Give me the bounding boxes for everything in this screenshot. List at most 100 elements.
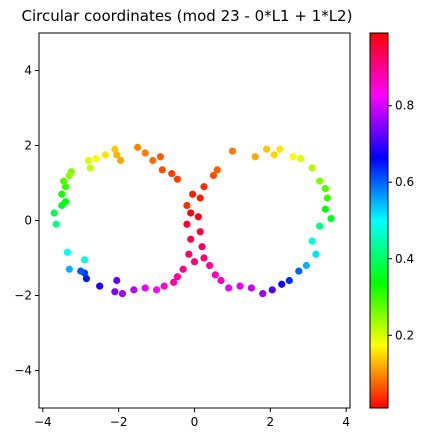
- scatter-point: [156, 153, 164, 161]
- scatter-point: [289, 153, 297, 161]
- scatter-point: [209, 171, 218, 180]
- scatter-point: [101, 151, 109, 159]
- scatter-point: [196, 228, 204, 236]
- scatter-point: [321, 205, 329, 213]
- colorbar-tick-label: 0.4: [395, 252, 414, 266]
- scatter-point: [316, 222, 324, 230]
- scatter-point: [316, 177, 324, 185]
- scatter-point: [92, 155, 100, 163]
- scatter-point: [173, 175, 182, 183]
- scatter-point: [194, 213, 202, 221]
- scatter-point: [158, 166, 166, 174]
- scatter-point: [160, 282, 168, 290]
- x-tick-label: −4: [34, 415, 52, 429]
- scatter-point: [189, 190, 197, 198]
- scatter-point: [149, 156, 157, 165]
- scatter-point: [295, 267, 303, 275]
- scatter-point: [262, 145, 271, 153]
- scatter-point: [217, 276, 225, 285]
- colorbar-axis: 0.2 0.4 0.6 0.8: [388, 99, 414, 342]
- scatter-point: [321, 185, 329, 193]
- scatter-point: [118, 290, 127, 298]
- scatter-point: [327, 215, 335, 223]
- y-axis: −4 −2 0 2 4: [14, 64, 39, 378]
- scatter-point: [65, 171, 73, 180]
- x-tick-label: 4: [342, 415, 350, 429]
- plot-frame: [38, 32, 351, 409]
- colorbar: [369, 32, 389, 409]
- scatter-point: [183, 201, 191, 210]
- scatter-point: [187, 235, 195, 243]
- scatter-point: [228, 147, 237, 155]
- scatter-point: [213, 166, 221, 174]
- scatter-point: [141, 284, 149, 292]
- scatter-point: [236, 282, 244, 290]
- scatter-point: [278, 280, 286, 288]
- colorbar-tick-label: 0.2: [395, 328, 414, 342]
- scatter-point: [198, 243, 206, 251]
- scatter-point: [268, 286, 276, 294]
- scatter-point: [84, 156, 92, 165]
- scatter-point: [297, 155, 305, 163]
- scatter-point: [225, 284, 233, 292]
- scatter-point: [60, 177, 68, 185]
- scatter-point: [130, 286, 138, 294]
- scatter-point: [251, 153, 259, 161]
- colorbar-tick-label: 0.6: [395, 175, 414, 189]
- scatter-point: [211, 271, 219, 279]
- scatter-point: [141, 149, 149, 157]
- scatter-point: [96, 282, 104, 290]
- scatter-point: [247, 284, 255, 292]
- scatter-point: [168, 170, 176, 178]
- scatter-point: [173, 273, 182, 281]
- scatter-point: [134, 143, 142, 151]
- scatter-point: [61, 183, 70, 191]
- scatter-point: [152, 286, 161, 294]
- x-tick-label: 0: [191, 415, 199, 429]
- scatter-point: [185, 250, 193, 258]
- scatter-point: [80, 256, 89, 264]
- scatter-point: [113, 151, 121, 159]
- scatter-point: [270, 151, 278, 159]
- scatter-point: [190, 258, 199, 266]
- scatter-point: [61, 198, 70, 206]
- scatter-point: [111, 288, 119, 296]
- x-tick-label: −2: [110, 415, 128, 429]
- scatter-point: [170, 278, 178, 286]
- scatter-point: [312, 250, 320, 258]
- scatter-point: [183, 220, 191, 228]
- scatter-point: [276, 145, 284, 153]
- scatter-point: [323, 194, 331, 202]
- scatter-point: [302, 261, 310, 270]
- scatter-point: [82, 275, 91, 283]
- scatter-point: [111, 145, 119, 153]
- scatter-point: [308, 237, 316, 245]
- scatter-point: [308, 164, 316, 172]
- scatter-point: [285, 276, 293, 285]
- scatter-point: [116, 156, 125, 165]
- scatter-point: [58, 190, 66, 198]
- scatter-point: [179, 265, 187, 273]
- y-tick-label: −4: [14, 364, 32, 378]
- scatter-point: [52, 220, 60, 228]
- y-tick-label: 4: [24, 64, 32, 78]
- scatter-point: [196, 194, 204, 202]
- scatter-point: [50, 209, 58, 217]
- scatter-point: [200, 254, 208, 262]
- scatter-points: [50, 143, 335, 298]
- scatter-point: [200, 183, 208, 191]
- scatter-point: [77, 267, 85, 275]
- scatter-point: [187, 209, 195, 217]
- y-tick-label: 2: [24, 139, 32, 153]
- scatter-point: [65, 265, 73, 273]
- scatter-point: [86, 164, 94, 172]
- chart-title: Circular coordinates (mod 23 - 0*L1 + 1*…: [22, 7, 353, 25]
- x-axis: −4 −2 0 2 4: [34, 408, 350, 429]
- y-tick-label: 0: [24, 214, 32, 228]
- scatter-point: [113, 276, 121, 285]
- scatter-point: [259, 290, 267, 298]
- colorbar-tick-label: 0.8: [395, 99, 414, 113]
- x-tick-label: 2: [267, 415, 275, 429]
- scatter-point: [206, 261, 214, 270]
